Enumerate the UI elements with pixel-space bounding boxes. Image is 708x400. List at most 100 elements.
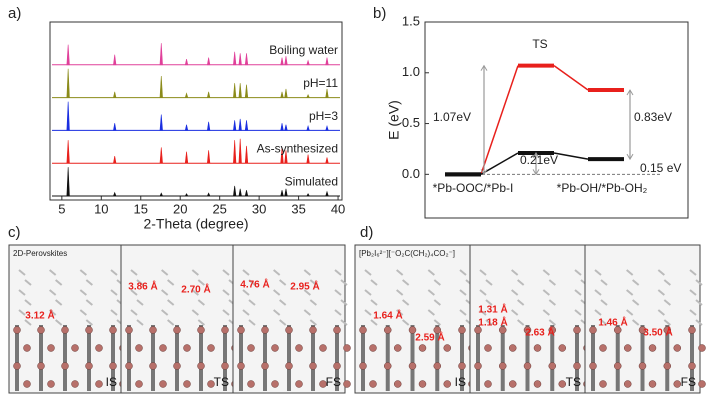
atom xyxy=(173,362,181,370)
atom xyxy=(433,326,441,334)
atom xyxy=(319,380,327,388)
connector xyxy=(553,65,589,91)
plot-frame xyxy=(424,21,689,219)
peak xyxy=(284,56,288,66)
peak xyxy=(66,167,70,197)
peak xyxy=(325,190,329,197)
atom xyxy=(698,380,706,388)
x-tick-label: 30 xyxy=(252,201,266,216)
atom xyxy=(688,326,696,334)
atom xyxy=(207,380,215,388)
atom xyxy=(698,344,706,352)
chain xyxy=(479,289,487,296)
chain xyxy=(427,269,435,276)
atom xyxy=(71,380,79,388)
series-label: pH=3 xyxy=(309,109,338,123)
peak xyxy=(280,91,284,98)
chain xyxy=(433,319,441,326)
atom xyxy=(343,380,351,388)
series-label: pH=11 xyxy=(303,76,338,90)
atom xyxy=(663,326,671,334)
panel-label: b) xyxy=(373,5,386,22)
chain xyxy=(49,269,57,276)
chain xyxy=(340,279,348,286)
atom xyxy=(285,362,293,370)
atom xyxy=(433,362,441,370)
distance-label: 3.86 Å xyxy=(128,280,157,293)
lattice-bar xyxy=(311,325,315,391)
lattice-bar xyxy=(615,325,620,391)
atom xyxy=(359,362,367,370)
atom xyxy=(443,380,451,388)
atom xyxy=(109,326,117,334)
chain xyxy=(574,269,582,276)
atom xyxy=(533,344,542,352)
atom xyxy=(207,344,215,352)
lattice-bar xyxy=(361,325,365,391)
peak xyxy=(238,188,242,197)
frame-label: FS xyxy=(681,375,696,389)
atom xyxy=(271,380,279,388)
atom xyxy=(558,380,566,388)
frame-bg xyxy=(354,244,471,394)
peak xyxy=(66,101,70,131)
atom xyxy=(135,344,143,352)
atom xyxy=(183,380,191,388)
atom xyxy=(149,362,157,370)
peak xyxy=(206,57,211,66)
chain xyxy=(24,299,32,306)
chain xyxy=(85,299,93,306)
atom xyxy=(319,344,327,352)
chain xyxy=(110,289,118,296)
peak xyxy=(325,88,329,98)
x-tick-label: 40 xyxy=(331,201,345,216)
peak xyxy=(159,147,163,164)
chain xyxy=(574,309,582,316)
lattice-bar xyxy=(175,325,179,391)
atom xyxy=(295,380,303,388)
atom xyxy=(458,326,466,334)
chain xyxy=(370,279,378,286)
panel-label: a) xyxy=(8,5,21,22)
chain xyxy=(396,289,404,296)
chain xyxy=(511,269,519,276)
atom xyxy=(261,326,269,334)
chain xyxy=(334,269,342,276)
atom xyxy=(523,362,532,370)
chain xyxy=(689,289,697,296)
lattice-bar xyxy=(127,325,131,391)
chain xyxy=(517,279,525,286)
chain xyxy=(364,309,372,316)
atom xyxy=(384,326,392,334)
atom xyxy=(458,362,466,370)
atom xyxy=(95,380,103,388)
lattice-bar xyxy=(591,325,595,391)
lattice-bar xyxy=(287,325,291,391)
peak xyxy=(280,57,284,66)
atom xyxy=(247,344,255,352)
atom xyxy=(13,326,21,334)
panel-label: c) xyxy=(8,224,21,241)
x-tick-label: 20 xyxy=(173,201,187,216)
chain xyxy=(517,319,525,326)
atom xyxy=(47,344,55,352)
chain xyxy=(600,279,608,286)
chain xyxy=(222,269,230,276)
atom xyxy=(638,326,647,334)
peak xyxy=(184,58,189,66)
peak xyxy=(66,140,70,164)
atom xyxy=(499,326,507,334)
atom xyxy=(159,344,167,352)
chain xyxy=(600,319,608,326)
chain xyxy=(594,289,602,296)
chain xyxy=(427,289,435,296)
peak xyxy=(238,83,242,98)
atom xyxy=(394,344,402,352)
chain xyxy=(485,319,493,326)
atom xyxy=(673,380,681,388)
chain xyxy=(459,289,467,296)
chain xyxy=(479,269,487,276)
peak xyxy=(306,154,310,164)
chain xyxy=(657,269,665,276)
chain xyxy=(18,269,26,276)
